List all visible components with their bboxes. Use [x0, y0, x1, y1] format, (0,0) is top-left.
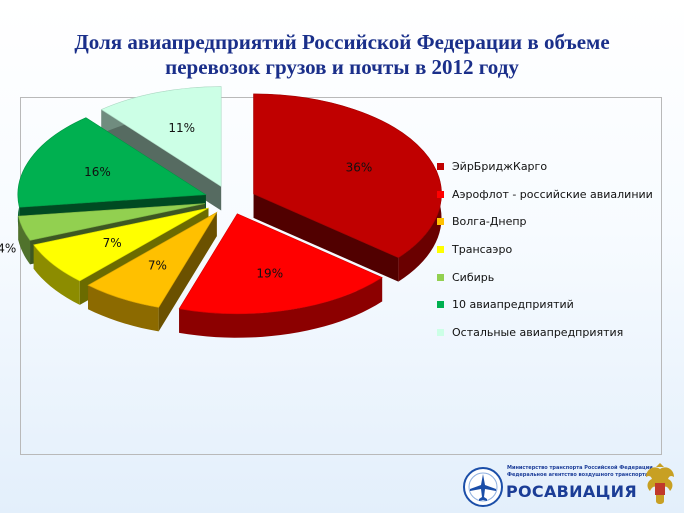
pie-slice: [253, 93, 442, 282]
legend-item: Остальные авиапредприятия: [437, 319, 667, 347]
legend-swatch: [437, 273, 444, 281]
legend-swatch: [437, 301, 444, 309]
title-line-1: Доля авиапредприятий Российской Федераци…: [74, 30, 610, 54]
slice-data-label: 36%: [346, 161, 373, 175]
legend-label: Сибирь: [452, 270, 495, 284]
rosaviatsia-airplane-logo-icon: [463, 467, 503, 507]
legend-label: Волга-Днепр: [452, 215, 527, 229]
brand-name: РОСАВИАЦИЯ: [506, 482, 637, 501]
legend-label: Аэрофлот - российские авиалинии: [452, 187, 653, 201]
legend-swatch: [437, 218, 444, 226]
legend-item: Трансаэро: [437, 236, 667, 264]
legend-item: Волга-Днепр: [437, 208, 667, 236]
double-headed-eagle-emblem-icon: [646, 463, 674, 504]
slice-data-label: 7%: [103, 236, 122, 250]
pie-slice: [87, 211, 218, 332]
slice-data-label: 16%: [84, 165, 111, 179]
legend-label: Трансаэро: [452, 243, 513, 257]
ministry-caption: Министерство транспорта Российской Федер…: [507, 465, 653, 478]
legend-swatch: [437, 190, 444, 198]
slice-data-label: 11%: [168, 121, 195, 135]
footer-branding: Министерство транспорта Российской Федер…: [462, 462, 684, 513]
legend-swatch: [437, 163, 444, 171]
slice-data-label: 4%: [0, 241, 16, 255]
legend-swatch: [437, 328, 444, 336]
legend-item: Сибирь: [437, 263, 667, 291]
chart-frame: [20, 97, 662, 455]
legend-item: Аэрофлот - российские авиалинии: [437, 181, 667, 209]
title-line-2: перевозок грузов и почты в 2012 году: [165, 55, 519, 79]
legend-label: 10 авиапредприятий: [452, 298, 574, 312]
pie-slice: [178, 213, 383, 338]
legend-swatch: [437, 246, 444, 254]
legend-item: ЭйрБриджКарго: [437, 153, 667, 181]
legend-label: ЭйрБриджКарго: [452, 160, 548, 174]
legend-label: Остальные авиапредприятия: [452, 325, 624, 339]
slice-data-label: 7%: [148, 259, 167, 273]
chart-legend: ЭйрБриджКарго Аэрофлот - российские авиал…: [437, 153, 667, 346]
slice-data-label: 19%: [256, 266, 283, 280]
legend-item: 10 авиапредприятий: [437, 291, 667, 319]
page-title: Доля авиапредприятий Российской Федераци…: [0, 30, 684, 80]
